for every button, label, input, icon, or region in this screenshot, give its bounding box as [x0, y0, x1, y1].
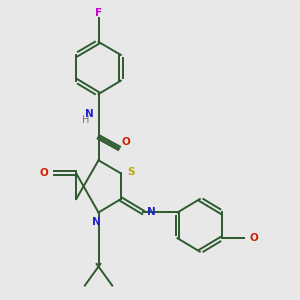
Text: N: N: [85, 109, 93, 119]
Text: N: N: [147, 208, 156, 218]
Text: O: O: [249, 233, 258, 243]
Text: F: F: [95, 8, 102, 18]
Text: H: H: [82, 115, 89, 125]
Text: O: O: [122, 136, 130, 147]
Text: N: N: [92, 217, 101, 226]
Text: S: S: [127, 167, 134, 177]
Text: O: O: [40, 168, 49, 178]
